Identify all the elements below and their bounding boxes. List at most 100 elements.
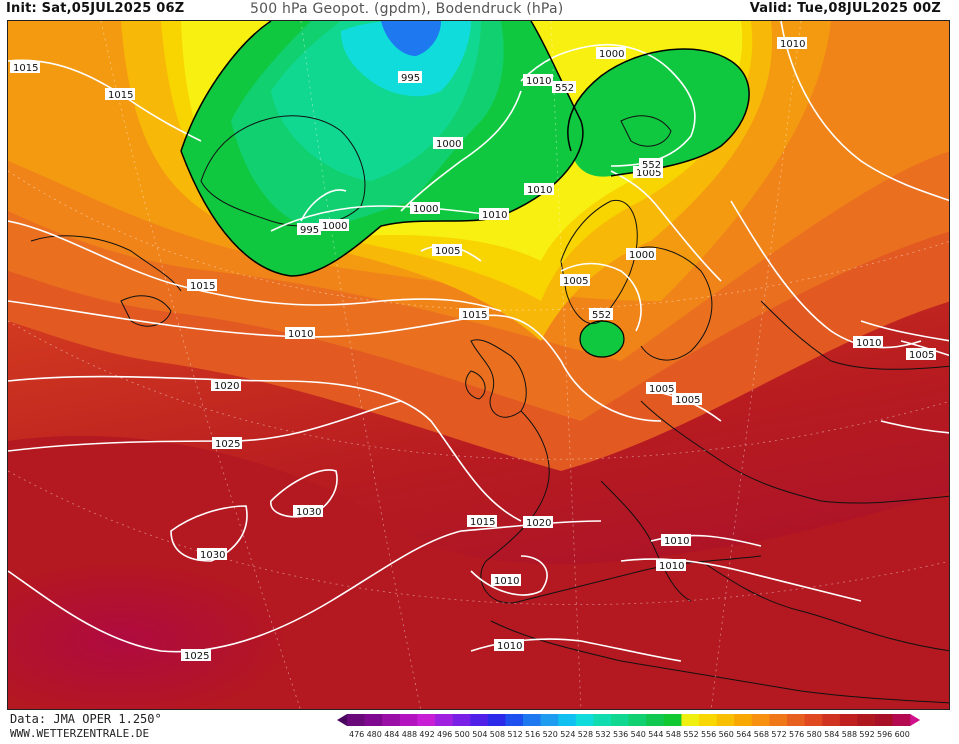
weather-map: 1015 1015 995 1010 552 1000 1010 1000 10… <box>7 20 950 710</box>
scale-tick-label: 512 <box>507 730 522 739</box>
isobar-label: 1015 <box>459 308 489 321</box>
scale-tick-label: 516 <box>525 730 540 739</box>
scale-swatch <box>769 714 788 726</box>
svg-text:1020: 1020 <box>214 381 239 392</box>
svg-text:995: 995 <box>300 225 319 236</box>
scale-swatch <box>699 714 717 726</box>
scale-swatch <box>523 714 541 726</box>
scale-tick-label: 492 <box>419 730 434 739</box>
isobar-label: 1000 <box>596 47 626 60</box>
svg-text:1000: 1000 <box>436 139 461 150</box>
isobar-label: 1005 <box>906 348 936 361</box>
scale-swatch <box>787 714 805 726</box>
svg-text:1015: 1015 <box>470 517 495 528</box>
svg-text:1000: 1000 <box>413 204 438 215</box>
scale-tick-label: 580 <box>807 730 822 739</box>
isobar-label: 1010 <box>285 327 315 340</box>
scale-tick-label: 540 <box>631 730 646 739</box>
scale-swatch <box>575 714 594 726</box>
scale-swatch <box>399 714 418 726</box>
svg-text:1020: 1020 <box>526 518 551 529</box>
isobar-label: 1005 <box>672 393 702 406</box>
scale-tick-label: 548 <box>666 730 681 739</box>
scale-swatch <box>663 714 682 726</box>
isobar-label: 1020 <box>211 379 241 392</box>
scale-swatch <box>875 714 893 726</box>
isobar-label: 1005 <box>646 382 676 395</box>
isobar-label: 1015 <box>467 515 497 528</box>
scale-tick-label: 572 <box>771 730 786 739</box>
graticule <box>8 21 949 709</box>
svg-text:1010: 1010 <box>482 210 507 221</box>
svg-text:552: 552 <box>555 83 574 94</box>
init-time-label: Init: Sat,05JUL2025 06Z <box>6 1 185 16</box>
svg-text:552: 552 <box>592 310 611 321</box>
isobar-label: 1010 <box>661 534 691 547</box>
svg-text:1015: 1015 <box>13 63 38 74</box>
svg-text:1025: 1025 <box>215 439 240 450</box>
scale-swatch <box>681 714 700 726</box>
scale-swatch <box>364 714 383 726</box>
svg-text:1010: 1010 <box>288 329 313 340</box>
svg-text:552: 552 <box>642 160 661 171</box>
map-header: Init: Sat,05JUL2025 06Z 500 hPa Geopot. … <box>0 0 959 20</box>
isobar-label: 1010 <box>479 208 509 221</box>
isobar-label: 552 <box>589 308 613 321</box>
svg-text:1005: 1005 <box>435 246 460 257</box>
scale-swatch <box>558 714 577 726</box>
svg-text:1015: 1015 <box>190 281 215 292</box>
isobar-label: 1000 <box>626 248 656 261</box>
scale-tick-label: 484 <box>384 730 399 739</box>
scale-swatch <box>487 714 506 726</box>
scale-tick-label: 532 <box>595 730 610 739</box>
scale-tick-label: 524 <box>560 730 575 739</box>
isobar-label: 552 <box>639 158 663 171</box>
scale-swatch <box>857 714 876 726</box>
cutoff-low <box>579 320 625 358</box>
svg-text:1010: 1010 <box>856 338 881 349</box>
scale-tick-label: 568 <box>754 730 769 739</box>
svg-text:1010: 1010 <box>527 185 552 196</box>
isobar-label: 1010 <box>656 559 686 572</box>
band-596 <box>8 561 291 709</box>
scale-swatch <box>505 714 524 726</box>
scale-tick-label: 504 <box>472 730 487 739</box>
svg-text:1025: 1025 <box>184 651 209 662</box>
isobar-label: 1015 <box>187 279 217 292</box>
valid-time-label: Valid: Tue,08JUL2025 00Z <box>749 1 941 16</box>
isobar-label: 1015 <box>10 61 40 74</box>
scale-swatch <box>540 714 559 726</box>
isobar-labels: 1015 1015 995 1010 552 1000 1010 1000 10… <box>10 37 936 662</box>
svg-text:1010: 1010 <box>659 561 684 572</box>
scale-swatch <box>347 714 365 726</box>
scale-tick-label: 592 <box>859 730 874 739</box>
isobar-label: 1020 <box>523 516 553 529</box>
website-label: WWW.WETTERZENTRALE.DE <box>10 727 150 740</box>
isobar-label: 1025 <box>181 649 211 662</box>
scale-swatch <box>417 714 436 726</box>
svg-text:1010: 1010 <box>780 39 805 50</box>
svg-text:1010: 1010 <box>494 576 519 587</box>
svg-text:1000: 1000 <box>599 49 624 60</box>
svg-text:1005: 1005 <box>649 384 674 395</box>
scale-swatch <box>804 714 823 726</box>
svg-text:995: 995 <box>401 73 420 84</box>
isobar-label: 1005 <box>560 274 590 287</box>
scale-tick-label: 476 <box>349 730 364 739</box>
data-source-label: Data: JMA OPER 1.250° <box>10 712 162 726</box>
scale-arrow-left <box>337 714 347 726</box>
scale-swatch <box>822 714 841 726</box>
color-scale: 476 480 484 488 492 496 500 504 508 512 516 520 524 5… <box>337 712 957 740</box>
svg-text:1000: 1000 <box>322 221 347 232</box>
scale-tick-label: 596 <box>877 730 892 739</box>
scale-tick-label: 496 <box>437 730 452 739</box>
isobar-label: 1010 <box>853 336 883 349</box>
scale-swatch <box>892 714 911 726</box>
scale-swatch <box>611 714 629 726</box>
svg-text:1005: 1005 <box>909 350 934 361</box>
scale-tick-label: 560 <box>719 730 734 739</box>
scale-tick-label: 584 <box>824 730 839 739</box>
isobar-label: 1010 <box>777 37 807 50</box>
scale-swatch <box>839 714 858 726</box>
scale-swatch <box>382 714 401 726</box>
